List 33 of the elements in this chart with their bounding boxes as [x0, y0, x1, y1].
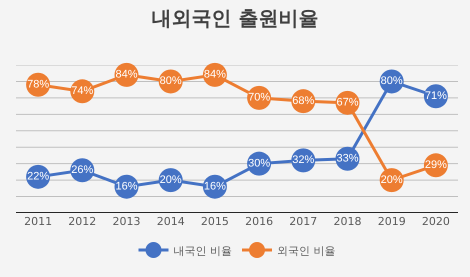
data-label: 80% — [380, 75, 403, 88]
data-label: 70% — [248, 92, 270, 104]
x-tick-label: 2019 — [378, 215, 406, 228]
data-label: 74% — [71, 85, 94, 98]
x-tick-label: 2015 — [200, 215, 229, 228]
data-label: 20% — [380, 174, 403, 186]
data-label: 26% — [71, 164, 94, 176]
data-label: 30% — [248, 157, 270, 170]
x-tick-label: 2016 — [245, 215, 274, 228]
x-tick-label: 2020 — [422, 215, 450, 228]
x-tick-label: 2017 — [289, 215, 318, 228]
data-label: 80% — [160, 75, 182, 88]
x-tick-label: 2013 — [112, 215, 140, 228]
data-label: 78% — [27, 78, 50, 90]
chart-title: 내외국인 출원비율 — [152, 6, 318, 30]
legend-label: 외국인 비율 — [277, 244, 336, 258]
data-label: 68% — [292, 94, 315, 107]
data-label: 84% — [204, 68, 226, 81]
data-label: 20% — [160, 174, 182, 186]
data-label: 67% — [336, 96, 359, 109]
x-tick-label: 2018 — [334, 215, 362, 228]
data-label: 71% — [424, 90, 448, 102]
data-label: 22% — [27, 170, 50, 183]
x-tick-label: 2012 — [68, 215, 96, 228]
data-label: 32% — [292, 154, 315, 166]
x-tick-label: 2014 — [156, 215, 185, 228]
legend-label: 내국인 비율 — [174, 244, 232, 258]
data-label: 16% — [115, 180, 138, 192]
data-label: 33% — [336, 152, 359, 164]
data-label: 16% — [204, 180, 226, 192]
x-tick-label: 2011 — [24, 215, 52, 228]
data-label: 84% — [115, 68, 138, 81]
data-label: 29% — [424, 159, 448, 172]
